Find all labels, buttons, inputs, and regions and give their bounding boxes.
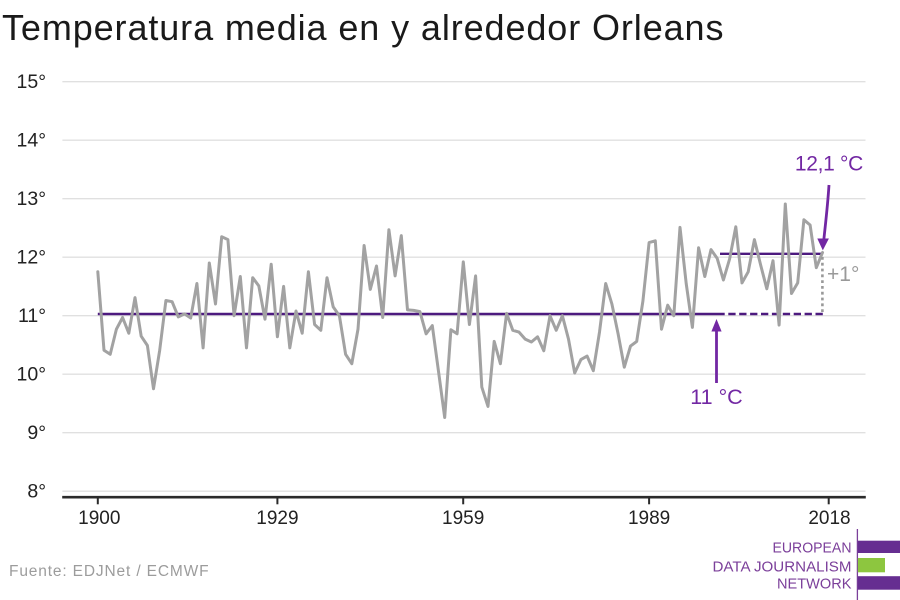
svg-text:13°: 13°: [17, 188, 47, 210]
svg-text:14°: 14°: [17, 130, 47, 152]
svg-text:11°: 11°: [18, 305, 46, 327]
svg-text:12,1 °C: 12,1 °C: [795, 153, 863, 176]
svg-text:EUROPEAN: EUROPEAN: [773, 541, 852, 557]
svg-text:15°: 15°: [17, 71, 47, 93]
svg-text:8°: 8°: [27, 481, 46, 503]
svg-text:11 °C: 11 °C: [690, 385, 742, 409]
svg-text:Temperatura media en y alreded: Temperatura media en y alrededor Orleans: [2, 7, 724, 48]
svg-text:9°: 9°: [27, 422, 46, 444]
svg-text:DATA JOURNALISM: DATA JOURNALISM: [713, 559, 852, 575]
svg-text:Fuente: EDJNet / ECMWF: Fuente: EDJNet / ECMWF: [9, 563, 209, 580]
svg-text:NETWORK: NETWORK: [777, 577, 852, 593]
svg-text:1989: 1989: [628, 508, 670, 529]
svg-text:2018: 2018: [808, 508, 850, 529]
svg-text:1900: 1900: [78, 508, 120, 529]
svg-text:1959: 1959: [442, 508, 484, 529]
svg-text:+1°: +1°: [827, 263, 859, 286]
svg-text:10°: 10°: [17, 364, 47, 386]
svg-text:1929: 1929: [256, 508, 298, 529]
svg-text:12°: 12°: [17, 247, 47, 269]
